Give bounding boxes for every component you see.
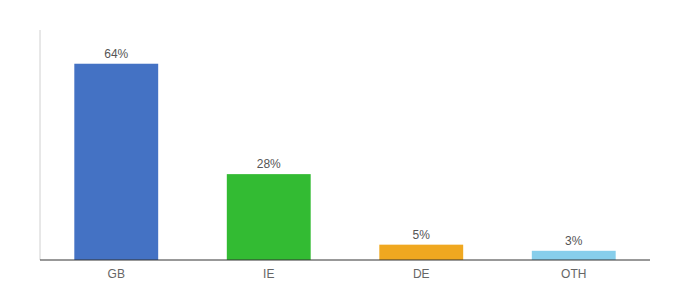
x-tick-label: DE bbox=[413, 267, 430, 281]
bar bbox=[379, 245, 463, 260]
y-range-line bbox=[40, 30, 41, 260]
x-axis-line bbox=[40, 260, 650, 261]
data-label: 28% bbox=[257, 157, 281, 171]
bar bbox=[227, 174, 311, 260]
bar bbox=[532, 251, 616, 260]
chart-svg: 64% 28% 5% 3% GB IE DE OTH bbox=[0, 0, 680, 300]
data-label: 64% bbox=[104, 47, 128, 61]
data-label: 5% bbox=[413, 228, 431, 242]
chart-container: 64% 28% 5% 3% GB IE DE OTH bbox=[0, 0, 680, 300]
bar bbox=[74, 64, 158, 260]
x-tick-label: IE bbox=[263, 267, 274, 281]
x-tick-label: GB bbox=[108, 267, 125, 281]
x-tick-label: OTH bbox=[561, 267, 586, 281]
data-label: 3% bbox=[565, 234, 583, 248]
plot-area bbox=[74, 64, 615, 260]
